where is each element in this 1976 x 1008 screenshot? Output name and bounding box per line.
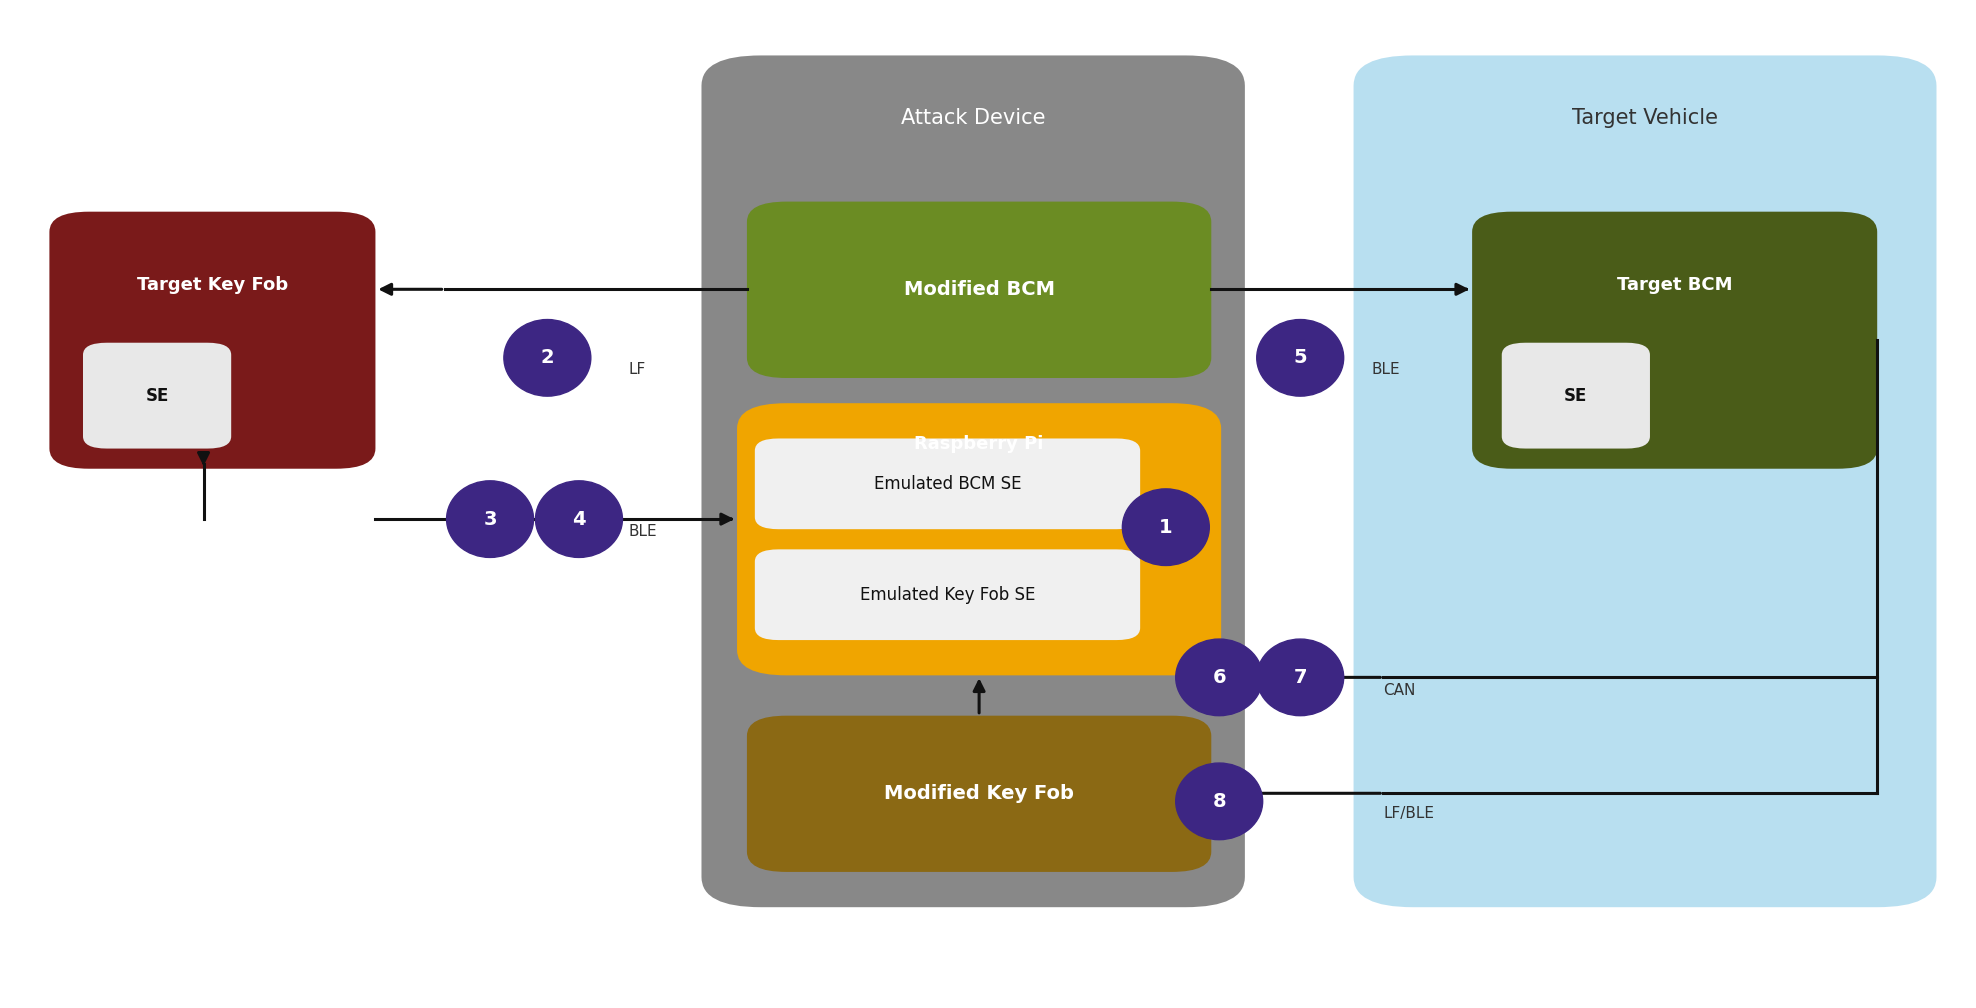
Text: LF: LF (628, 363, 646, 377)
FancyBboxPatch shape (747, 202, 1211, 378)
FancyBboxPatch shape (1354, 55, 1936, 907)
Ellipse shape (447, 481, 534, 557)
Text: Attack Device: Attack Device (901, 109, 1045, 128)
Ellipse shape (1176, 639, 1263, 716)
Text: SE: SE (146, 387, 168, 404)
Ellipse shape (535, 481, 622, 557)
Text: 1: 1 (1160, 518, 1172, 536)
Text: SE: SE (1565, 387, 1587, 404)
Text: BLE: BLE (1371, 363, 1399, 377)
Ellipse shape (1257, 320, 1344, 396)
Ellipse shape (1122, 489, 1209, 565)
FancyBboxPatch shape (1472, 212, 1877, 469)
Text: 5: 5 (1294, 349, 1306, 367)
Text: BLE: BLE (628, 524, 656, 538)
Text: Modified BCM: Modified BCM (903, 280, 1055, 299)
Text: 8: 8 (1213, 792, 1225, 810)
FancyBboxPatch shape (755, 549, 1140, 640)
Ellipse shape (1176, 763, 1263, 840)
Text: 6: 6 (1213, 668, 1225, 686)
FancyBboxPatch shape (701, 55, 1245, 907)
Text: LF/BLE: LF/BLE (1383, 806, 1435, 821)
Text: 7: 7 (1294, 668, 1306, 686)
Text: 4: 4 (573, 510, 585, 528)
FancyBboxPatch shape (1502, 343, 1650, 449)
Text: 3: 3 (484, 510, 496, 528)
Text: Modified Key Fob: Modified Key Fob (883, 784, 1075, 803)
Ellipse shape (1257, 639, 1344, 716)
Text: Raspberry Pi: Raspberry Pi (915, 434, 1043, 453)
FancyBboxPatch shape (747, 716, 1211, 872)
FancyBboxPatch shape (737, 403, 1221, 675)
FancyBboxPatch shape (755, 438, 1140, 529)
Text: Emulated Key Fob SE: Emulated Key Fob SE (860, 586, 1035, 604)
Text: Target Vehicle: Target Vehicle (1573, 109, 1717, 128)
Text: 2: 2 (541, 349, 553, 367)
Ellipse shape (504, 320, 591, 396)
Text: Target Key Fob: Target Key Fob (136, 276, 288, 293)
Text: CAN: CAN (1383, 683, 1415, 698)
Text: Target BCM: Target BCM (1616, 276, 1733, 293)
FancyBboxPatch shape (83, 343, 231, 449)
FancyBboxPatch shape (49, 212, 375, 469)
Text: Emulated BCM SE: Emulated BCM SE (873, 475, 1022, 493)
